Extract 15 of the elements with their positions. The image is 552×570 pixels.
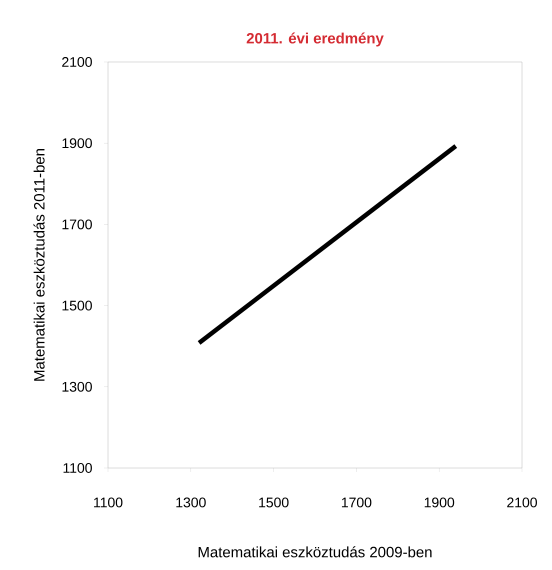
y-tick-label: 1100 [64, 463, 92, 473]
x-tick-label: 1300 [176, 498, 206, 508]
x-axis-title: Matematikai eszköztudás 2009-ben [198, 546, 432, 558]
y-tick-label: 2100 [62, 57, 92, 67]
x-tick-label: 1900 [424, 498, 454, 508]
y-tick-label: 1900 [62, 138, 92, 148]
x-tick-label: 1700 [342, 498, 372, 508]
y-tick-label: 1500 [62, 300, 92, 311]
chart-title: 2011. évi eredmény [246, 32, 384, 46]
y-tick-label: 1300 [62, 382, 92, 392]
x-tick-label: 1500 [259, 498, 289, 508]
y-axis-title: Matematikai eszköztudás 2011-ben [33, 149, 45, 381]
x-tick-label: 1100 [94, 498, 122, 508]
y-tick-label: 1700 [62, 219, 92, 230]
x-tick-label: 2100 [507, 498, 537, 508]
